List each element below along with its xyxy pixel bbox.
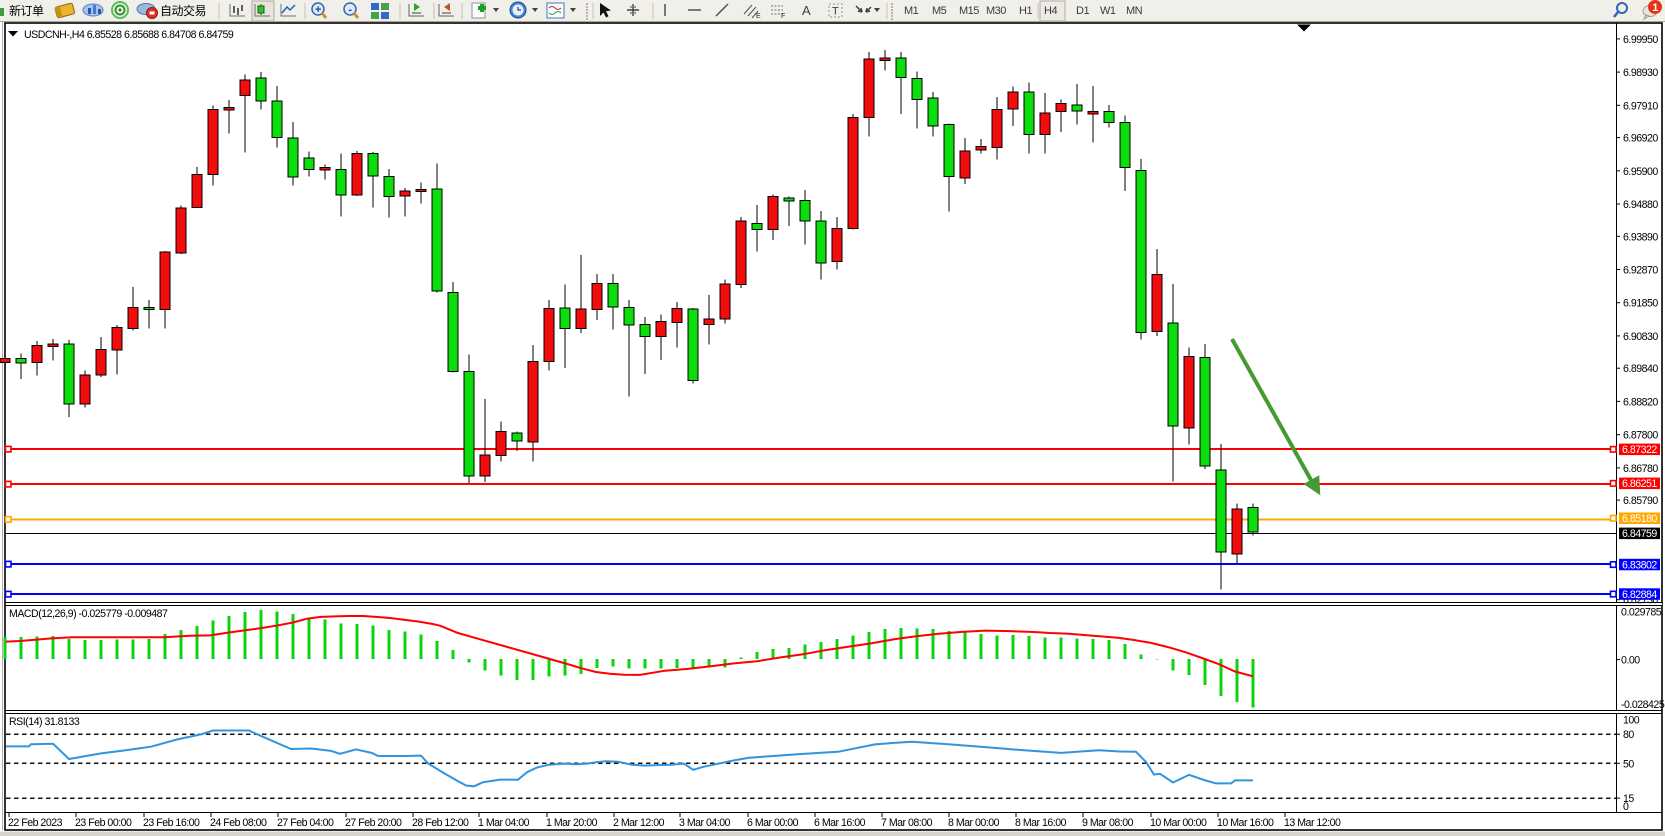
svg-text:D1: D1 (1076, 5, 1089, 17)
svg-text:6.94880: 6.94880 (1623, 199, 1658, 211)
svg-text:10 Mar 16:00: 10 Mar 16:00 (1217, 817, 1274, 829)
svg-text:6.82884: 6.82884 (1622, 589, 1657, 601)
svg-text:MN: MN (1126, 5, 1143, 17)
svg-text:0: 0 (1623, 801, 1629, 813)
svg-text:6.91850: 6.91850 (1623, 298, 1658, 310)
svg-text:M1: M1 (904, 5, 919, 17)
svg-text:23 Feb 00:00: 23 Feb 00:00 (75, 817, 132, 829)
svg-text:24 Feb 08:00: 24 Feb 08:00 (210, 817, 267, 829)
svg-text:H1: H1 (1019, 5, 1032, 17)
svg-text:3 Mar 04:00: 3 Mar 04:00 (679, 817, 731, 829)
svg-text:-0.028425: -0.028425 (1621, 699, 1665, 711)
svg-text:28 Feb 12:00: 28 Feb 12:00 (412, 817, 469, 829)
svg-text:23 Feb 16:00: 23 Feb 16:00 (143, 817, 200, 829)
svg-text:6.92870: 6.92870 (1623, 265, 1658, 277)
svg-text:M5: M5 (932, 5, 947, 17)
svg-text:6.96920: 6.96920 (1623, 133, 1658, 145)
svg-text:8 Mar 00:00: 8 Mar 00:00 (948, 817, 1000, 829)
svg-text:7 Mar 08:00: 7 Mar 08:00 (881, 817, 933, 829)
svg-text:6.97910: 6.97910 (1623, 100, 1658, 112)
svg-text:自动交易: 自动交易 (160, 3, 206, 18)
svg-text:E: E (756, 13, 761, 20)
svg-text:50: 50 (1623, 758, 1634, 770)
svg-text:+: + (315, 4, 321, 16)
svg-text:13 Mar 12:00: 13 Mar 12:00 (1284, 817, 1341, 829)
svg-text:6.87322: 6.87322 (1622, 444, 1657, 456)
svg-text:6.85180: 6.85180 (1622, 513, 1657, 525)
svg-text:80: 80 (1623, 729, 1634, 741)
svg-text:8 Mar 16:00: 8 Mar 16:00 (1015, 817, 1067, 829)
svg-text:0.029785: 0.029785 (1621, 607, 1662, 619)
svg-text:10 Mar 00:00: 10 Mar 00:00 (1150, 817, 1207, 829)
svg-text:M30: M30 (986, 5, 1006, 17)
svg-text:1 Mar 20:00: 1 Mar 20:00 (546, 817, 598, 829)
svg-text:新订单: 新订单 (9, 3, 44, 18)
svg-text:-: - (348, 4, 352, 16)
svg-text:2 Mar 12:00: 2 Mar 12:00 (613, 817, 665, 829)
svg-text:USDCNH-,H4 6.85528 6.85688 6.: USDCNH-,H4 6.85528 6.85688 6.84708 6.847… (24, 29, 234, 41)
svg-text:W1: W1 (1100, 5, 1116, 17)
svg-text:H4: H4 (1044, 5, 1057, 17)
svg-text:6 Mar 16:00: 6 Mar 16:00 (814, 817, 866, 829)
svg-text:T: T (832, 6, 839, 18)
svg-text:1: 1 (1652, 2, 1658, 14)
svg-text:6.84759: 6.84759 (1622, 528, 1657, 540)
svg-text:22 Feb 2023: 22 Feb 2023 (8, 817, 63, 829)
svg-text:27 Feb 04:00: 27 Feb 04:00 (277, 817, 334, 829)
svg-text:6 Mar 00:00: 6 Mar 00:00 (747, 817, 799, 829)
svg-text:MACD(12,26,9) -0.025779 -0.009: MACD(12,26,9) -0.025779 -0.009487 (9, 608, 168, 620)
svg-text:RSI(14) 31.8133: RSI(14) 31.8133 (9, 716, 80, 728)
svg-text:6.93890: 6.93890 (1623, 231, 1658, 243)
svg-text:6.83802: 6.83802 (1622, 559, 1657, 571)
svg-text:A: A (802, 3, 811, 18)
svg-text:0.00: 0.00 (1621, 654, 1640, 666)
svg-text:6.98930: 6.98930 (1623, 67, 1658, 79)
svg-text:6.95900: 6.95900 (1623, 166, 1658, 178)
svg-text:27 Feb 20:00: 27 Feb 20:00 (345, 817, 402, 829)
svg-text:9 Mar 08:00: 9 Mar 08:00 (1082, 817, 1134, 829)
svg-text:6.99950: 6.99950 (1623, 34, 1658, 46)
svg-text:6.90830: 6.90830 (1623, 331, 1658, 343)
svg-text:F: F (781, 13, 785, 20)
svg-text:15: 15 (1623, 793, 1634, 805)
svg-text:100: 100 (1623, 715, 1640, 727)
svg-text:6.86780: 6.86780 (1623, 463, 1658, 475)
svg-text:6.87800: 6.87800 (1623, 430, 1658, 442)
svg-text:6.89840: 6.89840 (1623, 363, 1658, 375)
svg-text:1 Mar 04:00: 1 Mar 04:00 (478, 817, 530, 829)
svg-text:6.86251: 6.86251 (1622, 478, 1657, 490)
svg-text:6.85790: 6.85790 (1623, 495, 1658, 507)
svg-text:M15: M15 (959, 5, 979, 17)
svg-text:6.88820: 6.88820 (1623, 396, 1658, 408)
